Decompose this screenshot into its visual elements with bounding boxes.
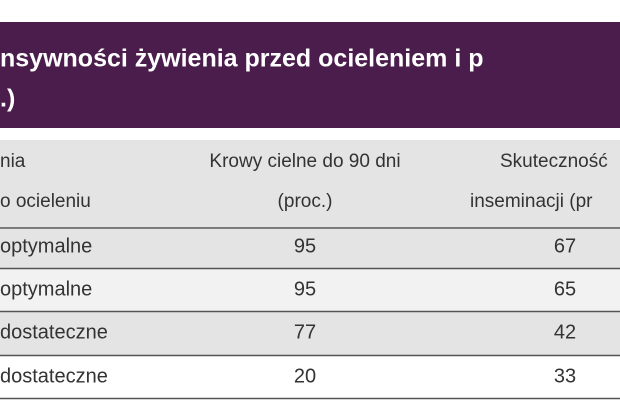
row-bg — [0, 269, 620, 311]
table: nia o ocieleniu Krowy cielne do 90 dni (pro… — [0, 151, 608, 387]
column-header: o ocieleniu — [0, 191, 91, 212]
row-bg — [0, 312, 620, 355]
table-cell: 95 — [294, 235, 316, 257]
column-header: nia — [0, 151, 26, 172]
table-cell: dostateczne — [0, 321, 108, 343]
row-bg — [0, 356, 620, 398]
title-line: .) — [0, 85, 15, 113]
header-row — [0, 140, 620, 228]
table-cell: 77 — [294, 321, 316, 343]
table-cell: optymalne — [0, 278, 92, 300]
table-cell: 67 — [554, 235, 576, 257]
title-band — [0, 22, 620, 128]
table-cell: dostateczne — [0, 365, 108, 387]
title-line: nsywności żywienia przed ocieleniem i p — [0, 45, 483, 73]
table-cell: optymalne — [0, 235, 92, 257]
table-cell: 95 — [294, 278, 316, 300]
column-header: Skuteczność — [500, 151, 608, 172]
row-bg — [0, 229, 620, 268]
column-header: (proc.) — [278, 191, 333, 212]
row-lines — [0, 227, 620, 400]
column-header: Krowy cielne do 90 dni — [209, 151, 400, 172]
table-cell: 20 — [294, 365, 316, 387]
table-cell: 65 — [554, 278, 576, 300]
column-header: inseminacji (pr — [470, 191, 593, 212]
table-cell: 33 — [554, 365, 576, 387]
table-cell: 42 — [554, 321, 576, 343]
